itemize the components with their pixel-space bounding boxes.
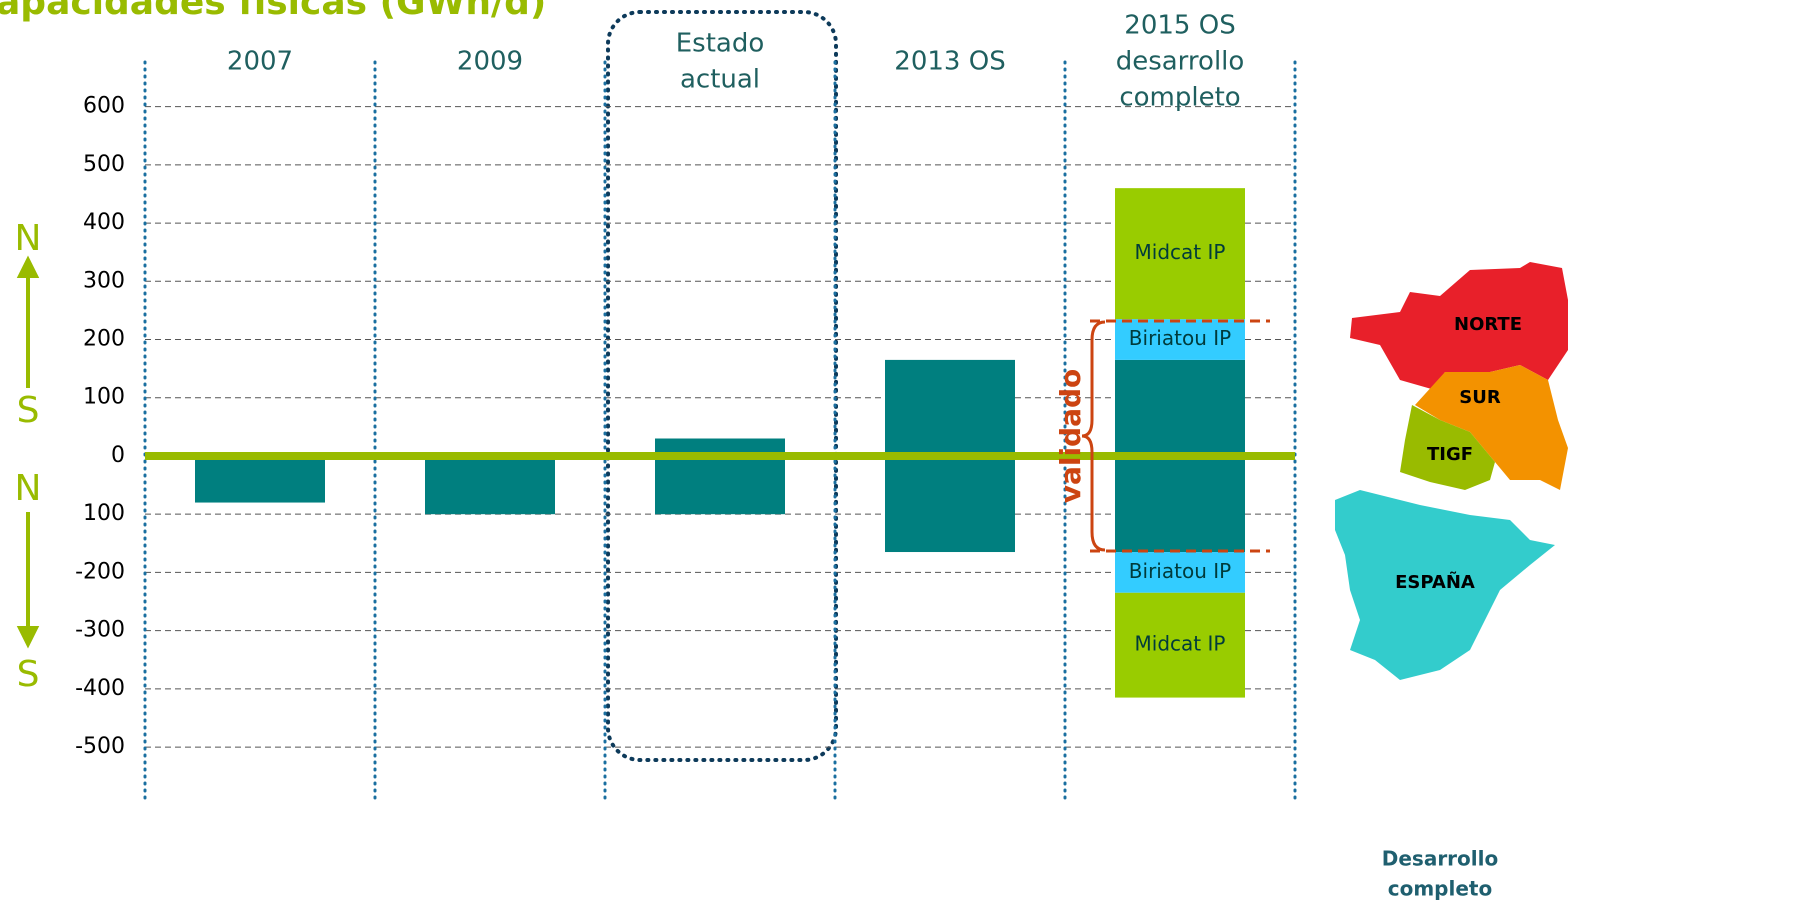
y-tick-label: 600 [83, 94, 125, 119]
segment-label: Midcat IP [1135, 632, 1226, 656]
y-tick-label: 100 [83, 501, 125, 526]
y-tick-label: 300 [83, 268, 125, 293]
segment-label: Biriatou IP [1129, 559, 1231, 583]
y-tick-label: 200 [83, 327, 125, 352]
arrow-head [16, 626, 40, 649]
bar [1115, 592, 1245, 698]
y-tick-label: 500 [83, 152, 125, 177]
bar [885, 359, 1015, 456]
bar [1115, 188, 1245, 320]
map-label: NORTE [1454, 314, 1522, 335]
map-caption: Desarrollo [1382, 847, 1498, 871]
direction-label: N [15, 218, 42, 259]
segment-label: Midcat IP [1135, 240, 1226, 264]
y-tick-label: -400 [75, 676, 125, 701]
y-tick-label: 100 [83, 385, 125, 410]
direction-label: S [17, 654, 40, 695]
y-tick-label: 400 [83, 210, 125, 235]
x-tick-label: desarrollo [1116, 47, 1245, 77]
chart-title: apacidades físicas (GWh/d) [0, 0, 546, 23]
map-tigf [1400, 405, 1495, 490]
bar [195, 455, 325, 503]
annotation: validado [1054, 369, 1087, 504]
bar [885, 455, 1015, 553]
x-tick-label: 2015 OS [1124, 11, 1235, 41]
y-tick-label: -200 [75, 559, 125, 584]
y-tick-label: -500 [75, 734, 125, 759]
highlight-frame [606, 10, 838, 762]
map-label: ESPAÑA [1395, 570, 1475, 593]
x-tick-label: 2009 [457, 47, 523, 77]
bar [1115, 455, 1245, 553]
y-tick-label: 0 [111, 443, 125, 468]
bar [655, 438, 785, 456]
map-south [1415, 365, 1568, 490]
bar [1115, 319, 1245, 360]
map-spain [1335, 490, 1555, 680]
segment-label: Biriatou IP [1129, 326, 1231, 350]
bar [1115, 359, 1245, 456]
bar [1115, 552, 1245, 593]
map-label: SUR [1459, 387, 1501, 408]
map-caption: completo [1388, 877, 1492, 901]
bar [655, 455, 785, 515]
brace [1081, 320, 1106, 552]
direction-label: N [15, 468, 42, 509]
map-label: TIGF [1427, 444, 1473, 465]
x-tick-label: 2013 OS [894, 47, 1005, 77]
y-tick-label: -300 [75, 618, 125, 643]
direction-label: S [17, 390, 40, 431]
bar [425, 455, 555, 515]
x-tick-label: Estado [676, 29, 765, 59]
x-tick-label: completo [1119, 83, 1240, 113]
x-tick-label: actual [680, 65, 760, 95]
x-tick-label: 2007 [227, 47, 293, 77]
map-north [1350, 262, 1568, 390]
arrow-head [16, 255, 40, 278]
